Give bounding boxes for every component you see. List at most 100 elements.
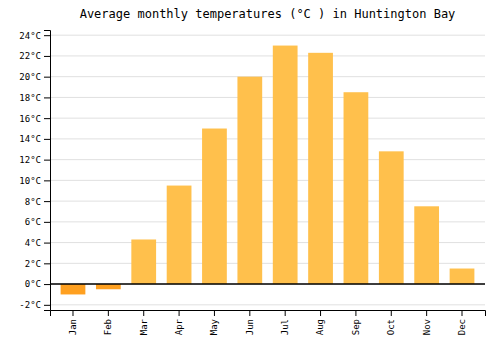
grid-line <box>50 284 485 285</box>
x-tick: Jan <box>68 310 78 335</box>
x-axis: Jan Feb Mar Apr May Jun Jul Aug Sep Oct Nov Dec <box>51 310 486 335</box>
y-tick-mark <box>44 305 50 306</box>
y-axis: -2°C 0°C 2°C 4°C 6°C 8°C 10°C 12°C 14°C 16°C 18°C 2… <box>19 31 50 311</box>
y-tick-label: 12°C <box>19 155 41 165</box>
bar <box>237 77 262 284</box>
x-tick-label: May <box>209 318 219 335</box>
x-tick-mark <box>72 310 73 316</box>
y-tick-mark <box>44 118 50 119</box>
x-tick-label: Nov <box>422 319 432 335</box>
x-axis-line <box>51 311 486 317</box>
y-tick: 22°C <box>19 51 50 61</box>
grid-line <box>50 138 485 139</box>
grid-line <box>50 35 485 36</box>
x-tick-mark <box>249 310 250 316</box>
zero-line <box>50 283 485 285</box>
y-tick-label: 10°C <box>19 176 41 186</box>
y-tick: 12°C <box>19 155 50 165</box>
grid-line <box>50 97 485 98</box>
y-tick: 10°C <box>19 176 50 186</box>
grid-line <box>50 180 485 181</box>
grid-line <box>50 118 485 119</box>
y-tick-mark <box>44 97 50 98</box>
y-tick-mark <box>44 222 50 223</box>
y-tick-mark <box>44 139 50 140</box>
y-axis-line <box>44 31 51 311</box>
x-tick-mark <box>285 310 286 316</box>
y-tick-label: 16°C <box>19 114 41 124</box>
x-tick-label: Oct <box>386 319 396 335</box>
y-tick-mark <box>44 180 50 181</box>
x-tick-mark <box>426 310 427 316</box>
x-tick: May <box>209 310 219 335</box>
x-tick-label: Jan <box>68 319 78 335</box>
x-tick-mark <box>108 310 109 316</box>
y-tick-mark <box>44 201 50 202</box>
y-tick-mark <box>44 77 50 78</box>
bar <box>202 129 227 285</box>
x-tick: Jun <box>245 310 255 335</box>
y-tick: 24°C <box>19 31 50 41</box>
y-tick-mark <box>44 243 50 244</box>
x-tick-mark <box>320 310 321 316</box>
bar <box>308 53 333 284</box>
grid-line <box>50 55 485 56</box>
x-tick: Nov <box>422 310 432 335</box>
title: Average monthly temperatures (°C ) in Hu… <box>80 7 456 21</box>
bar <box>450 269 475 285</box>
y-tick-label: 6°C <box>25 217 41 227</box>
x-tick-label: Aug <box>315 319 325 335</box>
y-tick-mark <box>44 263 50 264</box>
x-tick: Oct <box>386 310 396 335</box>
x-tick-label: Feb <box>103 319 113 335</box>
bars <box>50 46 485 295</box>
x-tick: Sep <box>351 310 361 335</box>
bar <box>167 186 192 285</box>
bar <box>61 284 86 294</box>
y-tick-mark <box>44 56 50 57</box>
y-tick-label: 18°C <box>19 93 41 103</box>
x-tick-mark <box>214 310 215 316</box>
x-tick-mark <box>179 310 180 316</box>
bar <box>131 239 156 284</box>
grid-line <box>50 76 485 77</box>
y-tick: 6°C <box>25 217 50 227</box>
bar <box>379 151 404 284</box>
y-tick-label: 24°C <box>19 31 41 41</box>
x-tick-label: Dec <box>457 319 467 335</box>
x-tick-label: Sep <box>351 319 361 335</box>
x-tick-label: Jul <box>280 319 290 335</box>
bar <box>344 92 369 284</box>
x-tick: Dec <box>457 310 467 335</box>
x-tick-label: Mar <box>139 318 149 335</box>
x-tick: Jul <box>280 310 290 335</box>
grid <box>50 35 485 305</box>
y-tick: 8°C <box>25 196 50 206</box>
y-tick-mark <box>44 160 50 161</box>
y-tick-mark <box>44 35 50 36</box>
y-tick-mark <box>44 284 50 285</box>
y-tick: 0°C <box>25 279 50 289</box>
x-tick-label: Apr <box>174 318 184 335</box>
y-tick-label: 4°C <box>25 238 41 248</box>
y-tick-label: 0°C <box>25 279 41 289</box>
y-tick-label: -2°C <box>19 300 41 310</box>
y-tick: -2°C <box>19 300 50 310</box>
y-tick-label: 20°C <box>19 72 41 82</box>
x-tick-label: Jun <box>245 319 255 335</box>
y-tick: 14°C <box>19 134 50 144</box>
y-tick: 4°C <box>25 238 50 248</box>
y-tick-label: 14°C <box>19 134 41 144</box>
y-tick: 18°C <box>19 93 50 103</box>
bar <box>414 206 439 284</box>
x-tick-mark <box>391 310 392 316</box>
grid-line <box>50 159 485 160</box>
grid-line <box>50 304 485 305</box>
y-tick-label: 2°C <box>25 259 41 269</box>
y-tick: 2°C <box>25 259 50 269</box>
x-tick: Aug <box>315 310 325 335</box>
grid-line <box>50 201 485 202</box>
y-tick: 16°C <box>19 114 50 124</box>
x-tick-mark <box>355 310 356 316</box>
x-tick: Apr <box>174 310 184 335</box>
